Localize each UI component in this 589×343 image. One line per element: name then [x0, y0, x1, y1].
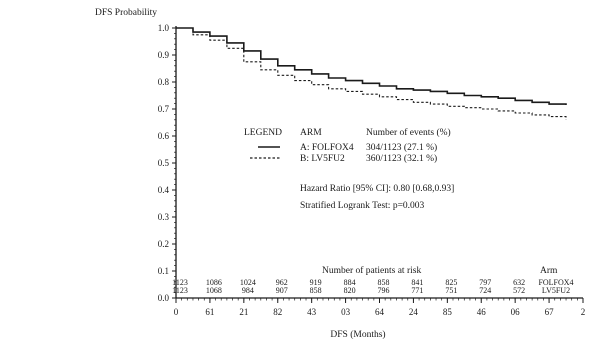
at-risk-count: 907: [276, 286, 288, 295]
at-risk-count: 771: [411, 286, 423, 295]
y-tick-label: 0.4: [158, 185, 170, 195]
at-risk-arm-label: LV5FU2: [542, 286, 570, 295]
at-risk-count: 751: [445, 286, 457, 295]
x-tick-label: 2: [581, 307, 586, 317]
at-risk-count: 796: [378, 286, 390, 295]
at-risk-count: 797: [479, 278, 491, 287]
x-tick-label: 85: [443, 307, 453, 317]
at-risk-count: 858: [310, 286, 322, 295]
at-risk-count: 820: [344, 286, 356, 295]
series-line-lv5fu2: [176, 27, 567, 120]
x-tick-label: 82: [273, 307, 282, 317]
y-tick-label: 0.9: [158, 50, 170, 60]
x-axis-label: DFS (Months): [330, 329, 385, 340]
x-tick-label: 64: [375, 307, 385, 317]
at-risk-arm-label: FOLFOX4: [538, 278, 573, 287]
y-tick-label: 0.8: [158, 77, 170, 87]
at-risk-count: 632: [513, 278, 525, 287]
at-risk-count: 1024: [240, 278, 256, 287]
x-tick-label: 67: [545, 307, 555, 317]
legend-title: LEGEND: [244, 128, 282, 138]
at-risk-count: 841: [411, 278, 423, 287]
legend-label-folfox4: A: FOLFOX4: [300, 143, 354, 153]
at-risk-count: 962: [276, 278, 288, 287]
y-tick-label: 0.0: [158, 293, 170, 303]
series-lines: [176, 27, 567, 120]
x-tick-label: 24: [409, 307, 419, 317]
y-tick-label: 0.5: [158, 158, 170, 168]
at-risk-count: 919: [310, 278, 322, 287]
legend-events-header: Number of events (%): [366, 127, 451, 138]
legend-events-folfox4: 304/1123 (27.1 %): [366, 142, 437, 153]
x-tick-label: 0: [174, 307, 179, 317]
at-risk-count: 1086: [206, 278, 222, 287]
at-risk-count: 884: [344, 278, 356, 287]
y-axis-ticks: 0.0 0.1 0.2 0.3 0.4 0.5 0.6 0.7 0.8 0.9 1.0: [158, 23, 176, 303]
y-tick-label: 1.0: [158, 23, 170, 33]
logrank-annotation: Stratified Logrank Test: p=0.003: [300, 200, 425, 211]
at-risk-count: 858: [378, 278, 390, 287]
at-risk-count: 1123: [172, 286, 188, 295]
x-tick-label: 61: [205, 307, 214, 317]
y-tick-label: 0.6: [158, 131, 170, 141]
legend-arm-header: ARM: [300, 128, 322, 138]
at-risk-arm-header: Arm: [540, 266, 558, 276]
at-risk-count: 572: [513, 286, 525, 295]
x-tick-label: 46: [477, 307, 487, 317]
legend-events-lv5fu2: 360/1123 (32.1 %): [366, 153, 437, 164]
x-tick-label: 21: [239, 307, 248, 317]
legend: LEGEND ARM Number of events (%) A: FOLFO…: [244, 127, 451, 164]
x-tick-label: 06: [511, 307, 521, 317]
hazard-ratio-annotation: Hazard Ratio [95% CI]: 0.80 [0.68,0.93]: [300, 184, 454, 194]
y-tick-label: 0.2: [158, 239, 169, 249]
x-tick-label: 03: [341, 307, 351, 317]
series-line-folfox4: [176, 27, 567, 105]
legend-label-lv5fu2: B: LV5FU2: [300, 154, 345, 164]
at-risk-count: 825: [445, 278, 457, 287]
at-risk-title: Number of patients at risk: [322, 265, 421, 276]
y-tick-label: 0.7: [158, 104, 170, 114]
at-risk-count: 724: [479, 286, 491, 295]
y-tick-label: 0.3: [158, 212, 170, 222]
at-risk-table: 1123 1086 1024 962 919 884 858 841 825 797 632 FOLF…: [172, 278, 573, 295]
at-risk-count: 1068: [206, 286, 222, 295]
y-tick-label: 0.1: [158, 266, 169, 276]
at-risk-count: 1123: [172, 278, 188, 287]
x-axis-ticks: 0 61 21 82 43 03 64 24 85 46 06 67 2: [174, 298, 586, 317]
at-risk-count: 984: [242, 286, 254, 295]
x-tick-label: 43: [307, 307, 317, 317]
y-axis-label: DFS Probability: [95, 8, 157, 18]
